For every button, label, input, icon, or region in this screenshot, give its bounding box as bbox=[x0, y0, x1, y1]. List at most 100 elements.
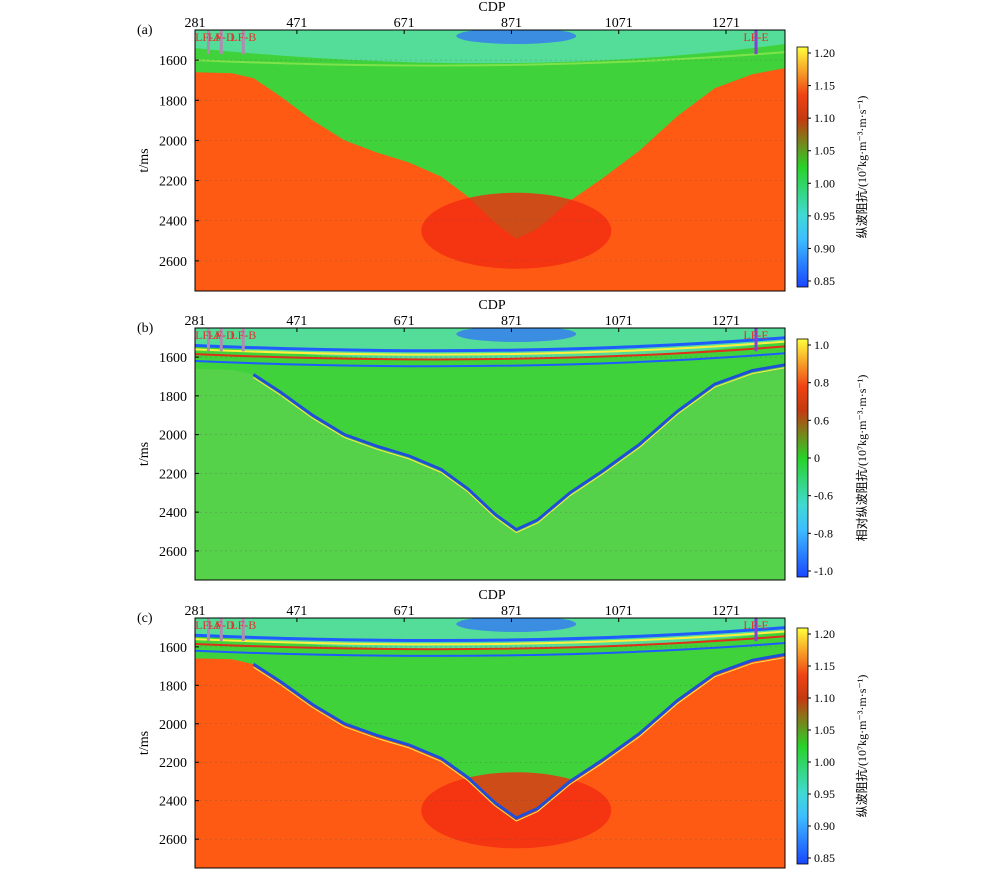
impedance-section bbox=[195, 328, 785, 580]
x-tick-label: 871 bbox=[501, 604, 522, 619]
colorbar-tick-label: 1.20 bbox=[814, 46, 835, 60]
x-tick-label: 671 bbox=[394, 16, 415, 31]
y-tick-label: 1600 bbox=[159, 351, 187, 366]
colorbar bbox=[796, 338, 809, 578]
y-tick-label: 2200 bbox=[159, 756, 187, 771]
colorbar-tick-label: 1.00 bbox=[814, 176, 835, 190]
y-tick-label: 1800 bbox=[159, 94, 187, 109]
y-tick-label: 2000 bbox=[159, 718, 187, 733]
x-tick-label: 1271 bbox=[712, 604, 740, 619]
well-label: LF-B bbox=[230, 328, 256, 342]
basement-region bbox=[195, 68, 785, 291]
shallow-band bbox=[195, 30, 785, 64]
x-tick-label: 471 bbox=[286, 314, 307, 329]
plot-frame bbox=[194, 29, 786, 292]
colorbar-tick-label: 0.95 bbox=[814, 209, 835, 223]
colorbar-tick-label: 0.90 bbox=[814, 819, 835, 833]
colorbar-tick-label: 1.20 bbox=[814, 627, 835, 641]
y-tick-label: 1600 bbox=[159, 54, 187, 69]
x-tick-label: 1271 bbox=[712, 314, 740, 329]
colorbar-tick-label: 0.95 bbox=[814, 787, 835, 801]
x-axis-title: CDP bbox=[478, 588, 505, 603]
colorbar-title: 纵波阻抗/(10⁷kg·m⁻³·m·s⁻¹) bbox=[854, 96, 869, 239]
impedance-section bbox=[195, 30, 785, 291]
reflector-line bbox=[195, 352, 785, 368]
well-label: LF-E bbox=[743, 618, 768, 632]
y-tick-label: 2400 bbox=[159, 795, 187, 810]
colorbar-tick-label: -0.8 bbox=[814, 526, 833, 540]
well-label: LF-D bbox=[208, 30, 235, 44]
colorbar-tick-label: 1.00 bbox=[814, 755, 835, 769]
y-tick-label: 2200 bbox=[159, 467, 187, 482]
colorbar-tick-label: 0.90 bbox=[814, 241, 835, 255]
reflector-line bbox=[195, 336, 785, 353]
colorbar-tick-label: 1.05 bbox=[814, 723, 835, 737]
basement-region bbox=[195, 654, 785, 868]
y-axis-title: t/ms bbox=[137, 148, 152, 172]
colorbar-tick-label: 0.6 bbox=[814, 413, 829, 427]
colorbar-tick-label: -0.6 bbox=[814, 489, 833, 503]
colorbar-tick-label: 1.05 bbox=[814, 144, 835, 158]
colorbar bbox=[796, 627, 809, 865]
x-tick-label: 471 bbox=[286, 16, 307, 31]
well-label: LF-D bbox=[208, 618, 235, 632]
y-tick-label: 1800 bbox=[159, 390, 187, 405]
basin-core bbox=[421, 772, 612, 849]
x-tick-label: 281 bbox=[185, 314, 206, 329]
basin-floor-reflector bbox=[252, 653, 785, 820]
basement-region bbox=[195, 364, 785, 580]
x-tick-label: 281 bbox=[185, 16, 206, 31]
reflector-line bbox=[195, 345, 785, 361]
y-tick-label: 1800 bbox=[159, 679, 187, 694]
colorbar-title: 纵波阻抗/(10⁷kg·m⁻³·m·s⁻¹) bbox=[854, 675, 869, 818]
x-tick-label: 871 bbox=[501, 16, 522, 31]
top-low-zone bbox=[456, 328, 577, 342]
shallow-band bbox=[195, 618, 785, 650]
panel-1: LF-ALF-DLF-B LF-E 281 471 671 871 1071 1271 CDP 1… bbox=[137, 0, 869, 292]
y-tick-label: 2400 bbox=[159, 215, 187, 230]
x-tick-label: 671 bbox=[394, 314, 415, 329]
basin-floor-reflector bbox=[253, 367, 785, 534]
reflector-line bbox=[195, 642, 785, 657]
colorbar-tick-label: -1.0 bbox=[814, 564, 833, 578]
panel-3: LF-ALF-DLF-B LF-E 281 471 671 871 1071 1271 CDP 1… bbox=[137, 588, 869, 869]
reflector-line bbox=[195, 626, 785, 643]
y-tick-label: 2600 bbox=[159, 255, 187, 270]
x-axis-title: CDP bbox=[478, 298, 505, 313]
y-axis-title: t/ms bbox=[137, 442, 152, 466]
well-label: LF-A bbox=[195, 328, 222, 342]
reflector-line bbox=[195, 51, 785, 67]
basin-core bbox=[421, 192, 612, 269]
y-axis-title: t/ms bbox=[137, 731, 152, 755]
top-low-zone bbox=[456, 30, 577, 44]
reflector-line bbox=[195, 630, 785, 646]
basin-floor-reflector bbox=[252, 363, 785, 532]
x-tick-label: 1071 bbox=[605, 314, 633, 329]
panel-label: (a) bbox=[137, 23, 153, 38]
top-low-zone bbox=[456, 618, 577, 632]
reflector-line bbox=[195, 635, 785, 651]
impedance-section bbox=[195, 618, 785, 868]
colorbar-tick-label: 1.10 bbox=[814, 111, 835, 125]
colorbar-tick-label: 0.8 bbox=[814, 376, 829, 390]
colorbar-tick-label: 0.85 bbox=[814, 851, 835, 865]
x-axis-title: CDP bbox=[478, 0, 505, 15]
colorbar bbox=[796, 46, 809, 288]
x-tick-label: 281 bbox=[185, 604, 206, 619]
y-tick-label: 2000 bbox=[159, 134, 187, 149]
shallow-band bbox=[195, 328, 785, 361]
well-label: LF-A bbox=[195, 30, 222, 44]
colorbar-tick-label: 1.0 bbox=[814, 338, 829, 352]
panel-2: LF-ALF-DLF-B LF-E 281 471 671 871 1071 1271 CDP 1… bbox=[137, 298, 869, 581]
y-tick-label: 1600 bbox=[159, 641, 187, 656]
plot-frame bbox=[194, 327, 786, 581]
x-tick-label: 1271 bbox=[712, 16, 740, 31]
well-label: LF-E bbox=[743, 30, 768, 44]
x-tick-label: 871 bbox=[501, 314, 522, 329]
colorbar-title: 相对纵波阻抗/(10⁷kg·m⁻³·m·s⁻¹) bbox=[854, 375, 869, 542]
basin-floor-reflector bbox=[253, 657, 785, 822]
x-tick-label: 471 bbox=[286, 604, 307, 619]
x-tick-label: 1071 bbox=[605, 16, 633, 31]
y-tick-label: 2600 bbox=[159, 545, 187, 560]
